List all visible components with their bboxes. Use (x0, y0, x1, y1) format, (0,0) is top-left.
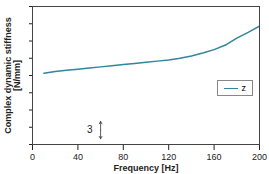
svg-text:40: 40 (73, 152, 83, 162)
svg-text:200: 200 (252, 152, 267, 162)
svg-text:80: 80 (118, 152, 128, 162)
svg-text:3: 3 (87, 124, 93, 135)
svg-text:Frequency [Hz]: Frequency [Hz] (113, 163, 178, 173)
html-text:z: z (241, 83, 246, 93)
svg-text:0: 0 (30, 152, 35, 162)
svg-text:120: 120 (161, 152, 176, 162)
svg-text:160: 160 (207, 152, 222, 162)
svg-text:Complex dynamic stiffness[N/mm: Complex dynamic stiffness[N/mm] (3, 17, 22, 134)
